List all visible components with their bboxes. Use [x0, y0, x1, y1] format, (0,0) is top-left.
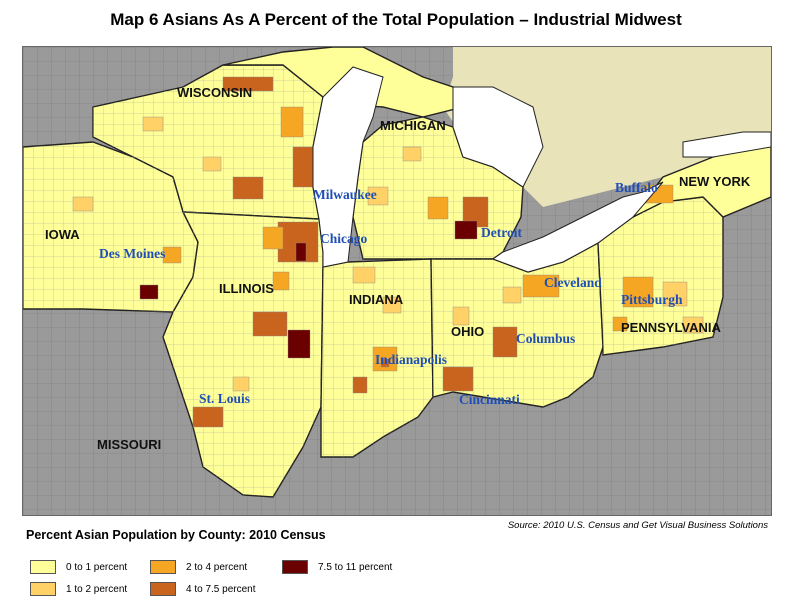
legend-item-0-1: 0 to 1 percent [30, 560, 127, 574]
legend-swatch [30, 582, 56, 596]
choropleth-map: WISCONSIN MICHIGAN IOWA ILLINOIS INDIANA… [22, 46, 772, 516]
legend-title: Percent Asian Population by County: 2010… [26, 528, 326, 542]
lake-huron [452, 86, 544, 188]
map-canvas: WISCONSIN MICHIGAN IOWA ILLINOIS INDIANA… [23, 47, 771, 515]
legend-swatch [282, 560, 308, 574]
source-note: Source: 2010 U.S. Census and Get Visual … [507, 520, 768, 531]
city-label-pittsburgh: Pittsburgh [621, 292, 683, 307]
city-label-cincinnati: Cincinnati [459, 392, 520, 407]
city-label-buffalo: Buffalo [615, 180, 658, 195]
state-labels: WISCONSIN MICHIGAN IOWA ILLINOIS INDIANA… [45, 85, 751, 452]
county-highlights [72, 76, 704, 428]
legend-item-2-4: 2 to 4 percent [150, 560, 247, 574]
state-label-indiana: INDIANA [349, 292, 404, 307]
city-label-cleveland: Cleveland [544, 275, 602, 290]
lake-erie [491, 181, 664, 273]
legend-swatch [150, 560, 176, 574]
state-label-wisconsin: WISCONSIN [177, 85, 252, 100]
state-label-illinois: ILLINOIS [219, 281, 274, 296]
legend-item-1-2: 1 to 2 percent [30, 582, 127, 596]
state-label-ohio: OHIO [451, 324, 484, 339]
city-label-detroit: Detroit [481, 225, 522, 240]
city-label-columbus: Columbus [516, 331, 575, 346]
state-label-iowa: IOWA [45, 227, 80, 242]
legend-label: 1 to 2 percent [66, 583, 128, 595]
city-label-chicago: Chicago [320, 231, 368, 246]
legend-item-4-7-5: 4 to 7.5 percent [150, 582, 256, 596]
state-label-new-york: NEW YORK [679, 174, 751, 189]
legend-label: 7.5 to 11 percent [318, 561, 393, 573]
lake-ontario [682, 131, 771, 158]
map-title: Map 6 Asians As A Percent of the Total P… [110, 10, 682, 29]
city-label-indianapolis: Indianapolis [375, 352, 447, 367]
lake-michigan [312, 66, 384, 268]
state-label-michigan: MICHIGAN [380, 118, 446, 133]
legend-label: 2 to 4 percent [186, 561, 248, 573]
city-label-des-moines: Des Moines [99, 246, 165, 261]
state-label-missouri: MISSOURI [97, 437, 161, 452]
legend-swatch [150, 582, 176, 596]
city-label-milwaukee: Milwaukee [313, 187, 377, 202]
state-label-pennsylvania: PENNSYLVANIA [621, 320, 722, 335]
city-labels: Milwaukee Chicago Detroit Buffalo Des Mo… [99, 180, 683, 407]
legend-label: 4 to 7.5 percent [186, 583, 256, 595]
city-label-st-louis: St. Louis [199, 391, 250, 406]
legend-label: 0 to 1 percent [66, 561, 128, 573]
legend-swatch [30, 560, 56, 574]
legend-item-7-5-11: 7.5 to 11 percent [282, 560, 392, 574]
study-area-county-grid [23, 65, 723, 497]
